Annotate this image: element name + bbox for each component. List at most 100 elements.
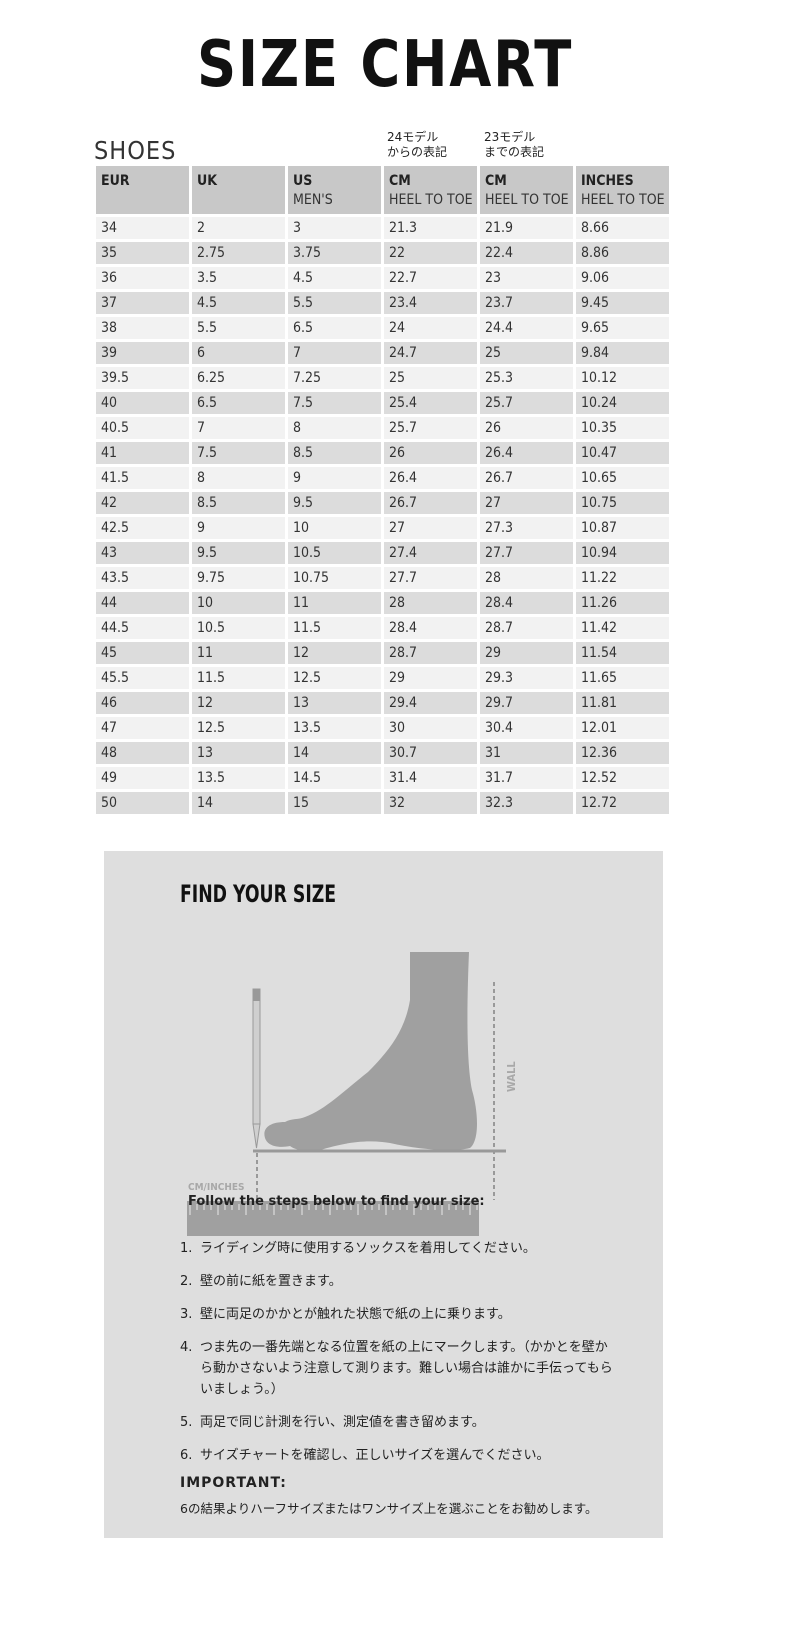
table-cell: 5.5 — [288, 292, 381, 314]
table-cell: 23.4 — [384, 292, 477, 314]
table-cell: 10.5 — [288, 542, 381, 564]
table-cell: 4.5 — [288, 267, 381, 289]
table-cell: 35 — [96, 242, 189, 264]
header-main: INCHES — [581, 173, 634, 189]
column-header: CM HEEL TO TOE — [384, 166, 477, 214]
table-cell: 14 — [192, 792, 285, 814]
table-cell: 6.25 — [192, 367, 285, 389]
step-text: ライディング時に使用するソックスを着用してください。 — [200, 1241, 536, 1256]
step-text: 両足で同じ計測を行い、測定値を書き留めます。 — [200, 1415, 485, 1430]
table-cell: 2 — [192, 217, 285, 239]
table-cell: 34 — [96, 217, 189, 239]
table-cell: 28 — [480, 567, 573, 589]
table-row: 44 10 11 28 28.4 11.26 — [96, 592, 669, 614]
table-cell: 10.35 — [576, 417, 669, 439]
table-cell: 7 — [192, 417, 285, 439]
table-cell: 44 — [96, 592, 189, 614]
table-cell: 13 — [192, 742, 285, 764]
table-cell: 10.75 — [288, 567, 381, 589]
step-item: 6. サイズチャートを確認し、正しいサイズを選んでください。 — [180, 1445, 620, 1466]
table-cell: 14 — [288, 742, 381, 764]
table-cell: 11.65 — [576, 667, 669, 689]
table-row: 40.5 7 8 25.7 26 10.35 — [96, 417, 669, 439]
table-cell: 48 — [96, 742, 189, 764]
wall-label: WALL — [505, 1061, 518, 1092]
table-row: 45.5 11.5 12.5 29 29.3 11.65 — [96, 667, 669, 689]
table-cell: 25 — [384, 367, 477, 389]
table-cell: 41 — [96, 442, 189, 464]
find-size-heading: FIND YOUR SIZE — [180, 880, 337, 908]
table-cell: 10.12 — [576, 367, 669, 389]
table-cell: 11.5 — [288, 617, 381, 639]
step-number: 6. — [180, 1448, 193, 1463]
table-row: 43.5 9.75 10.75 27.7 28 11.22 — [96, 567, 669, 589]
table-row: 50 14 15 32 32.3 12.72 — [96, 792, 669, 814]
table-row: 36 3.5 4.5 22.7 23 9.06 — [96, 267, 669, 289]
column-header: UK — [192, 166, 285, 214]
table-cell: 10 — [192, 592, 285, 614]
step-text: 壁に両足のかかとが触れた状態で紙の上に乗ります。 — [200, 1307, 511, 1322]
header-main: CM — [389, 173, 411, 189]
table-cell: 27.4 — [384, 542, 477, 564]
step-item: 5. 両足で同じ計測を行い、測定値を書き留めます。 — [180, 1412, 620, 1433]
table-row: 41 7.5 8.5 26 26.4 10.47 — [96, 442, 669, 464]
table-cell: 10 — [288, 517, 381, 539]
section-title: SHOES — [94, 136, 177, 165]
step-text: つま先の一番先端となる位置を紙の上にマークします。（かかとを壁から動かさないよう… — [200, 1340, 613, 1397]
step-text: サイズチャートを確認し、正しいサイズを選んでください。 — [200, 1448, 550, 1463]
table-cell: 8.86 — [576, 242, 669, 264]
table-row: 42 8.5 9.5 26.7 27 10.75 — [96, 492, 669, 514]
table-cell: 50 — [96, 792, 189, 814]
table-cell: 29 — [384, 667, 477, 689]
table-cell: 12 — [288, 642, 381, 664]
table-cell: 38 — [96, 317, 189, 339]
table-cell: 10.94 — [576, 542, 669, 564]
table-cell: 3 — [288, 217, 381, 239]
table-cell: 26 — [480, 417, 573, 439]
table-cell: 30.7 — [384, 742, 477, 764]
column-header: US MEN'S — [288, 166, 381, 214]
table-row: 47 12.5 13.5 30 30.4 12.01 — [96, 717, 669, 739]
table-row: 34 2 3 21.3 21.9 8.66 — [96, 217, 669, 239]
table-cell: 9.5 — [288, 492, 381, 514]
table-cell: 3.5 — [192, 267, 285, 289]
header-main: UK — [197, 173, 217, 189]
header-main: CM — [485, 173, 507, 189]
table-cell: 22.4 — [480, 242, 573, 264]
table-cell: 41.5 — [96, 467, 189, 489]
table-row: 38 5.5 6.5 24 24.4 9.65 — [96, 317, 669, 339]
table-cell: 28.7 — [384, 642, 477, 664]
note-line: 24モデル — [387, 130, 439, 144]
ruler-label: CM/INCHES — [188, 1182, 244, 1193]
table-row: 45 11 12 28.7 29 11.54 — [96, 642, 669, 664]
table-cell: 12.5 — [288, 667, 381, 689]
table-cell: 6 — [192, 342, 285, 364]
table-cell: 11.22 — [576, 567, 669, 589]
header-main: US — [293, 173, 313, 189]
table-cell: 26.7 — [480, 467, 573, 489]
table-cell: 24.4 — [480, 317, 573, 339]
step-number: 2. — [180, 1274, 193, 1289]
table-cell: 11 — [288, 592, 381, 614]
table-cell: 10.47 — [576, 442, 669, 464]
step-item: 1. ライディング時に使用するソックスを着用してください。 — [180, 1238, 620, 1259]
table-row: 39 6 7 24.7 25 9.84 — [96, 342, 669, 364]
table-cell: 42.5 — [96, 517, 189, 539]
table-cell: 21.3 — [384, 217, 477, 239]
table-cell: 9.5 — [192, 542, 285, 564]
table-cell: 10.24 — [576, 392, 669, 414]
important-label: IMPORTANT: — [180, 1475, 287, 1491]
table-cell: 31 — [480, 742, 573, 764]
table-cell: 47 — [96, 717, 189, 739]
note-line: までの表記 — [484, 145, 545, 159]
table-cell: 11.5 — [192, 667, 285, 689]
step-number: 1. — [180, 1241, 193, 1256]
table-cell: 12 — [192, 692, 285, 714]
table-cell: 12.5 — [192, 717, 285, 739]
table-cell: 9.84 — [576, 342, 669, 364]
table-cell: 23 — [480, 267, 573, 289]
size-table: EUR UK US MEN'S CM HEEL TO TOE CM HEEL TO TOE IN… — [93, 163, 672, 817]
table-cell: 30.4 — [480, 717, 573, 739]
step-number: 3. — [180, 1307, 193, 1322]
pencil-icon — [252, 988, 261, 1149]
